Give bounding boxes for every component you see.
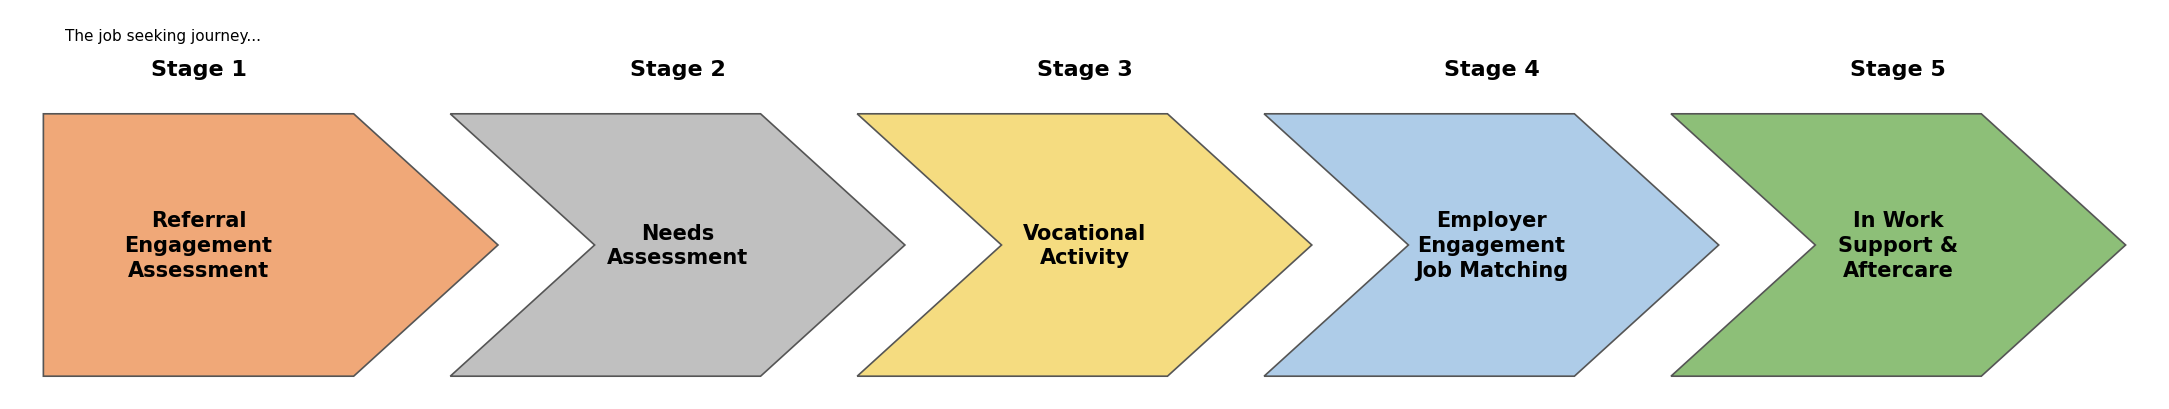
Text: Referral
Engagement
Assessment: Referral Engagement Assessment [124, 211, 273, 280]
Text: Vocational
Activity: Vocational Activity [1024, 223, 1145, 268]
Text: Stage 4: Stage 4 [1445, 60, 1540, 79]
Text: Stage 3: Stage 3 [1037, 60, 1132, 79]
Polygon shape [857, 115, 1312, 376]
Text: Stage 2: Stage 2 [629, 60, 724, 79]
Text: Stage 5: Stage 5 [1850, 60, 1946, 79]
Text: The job seeking journey...: The job seeking journey... [65, 29, 260, 44]
Text: Needs
Assessment: Needs Assessment [607, 223, 748, 268]
Text: In Work
Support &
Aftercare: In Work Support & Aftercare [1839, 211, 1959, 280]
Polygon shape [43, 115, 499, 376]
Polygon shape [451, 115, 904, 376]
Text: Stage 1: Stage 1 [150, 60, 247, 79]
Polygon shape [1265, 115, 1718, 376]
Text: Employer
Engagement
Job Matching: Employer Engagement Job Matching [1414, 211, 1568, 280]
Polygon shape [1670, 115, 2126, 376]
